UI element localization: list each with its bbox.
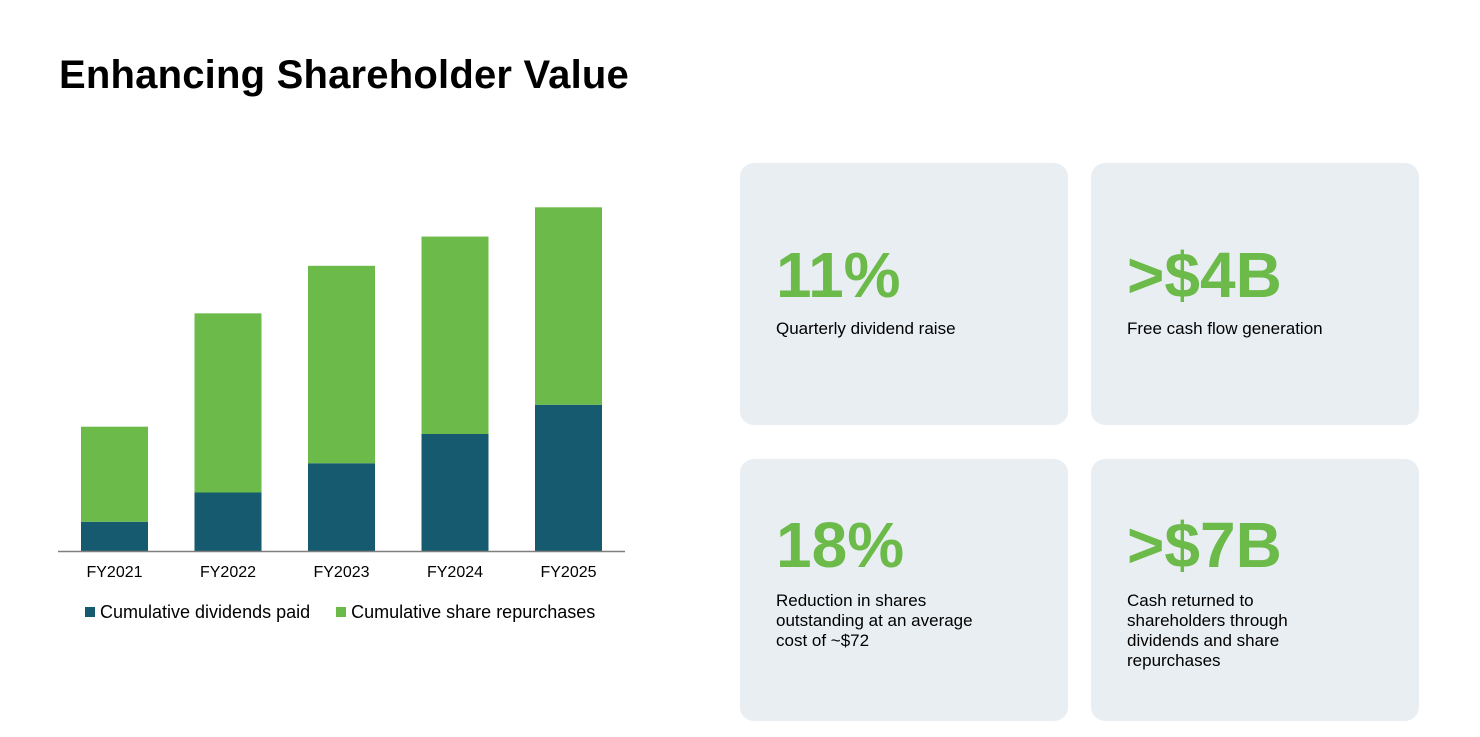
bar-dividends-fy2025 <box>535 404 602 551</box>
metric-value: 11% <box>776 239 901 311</box>
x-tick-label: FY2023 <box>313 564 369 581</box>
metric-value: >$4B <box>1127 239 1282 311</box>
bar-repurchases-fy2023 <box>308 265 375 464</box>
page-title: Enhancing Shareholder Value <box>59 53 629 97</box>
metric-value: 18% <box>776 509 905 581</box>
x-tick-label: FY2021 <box>86 564 142 581</box>
metric-card-share-reduction: 18% Reduction in shares outstanding at a… <box>740 459 1068 721</box>
legend-item-dividends: Cumulative dividends paid <box>85 601 310 623</box>
metric-description: Free cash flow generation <box>1127 319 1323 338</box>
legend-swatch-dividends <box>85 607 95 617</box>
stacked-bar-chart: FY2021 FY2022 FY2023 FY2024 FY2025 <box>40 200 640 640</box>
metric-value: >$7B <box>1127 509 1282 581</box>
bar-repurchases-fy2021 <box>81 426 148 522</box>
legend-swatch-repurchases <box>336 607 347 617</box>
bar-repurchases-fy2024 <box>421 236 489 434</box>
legend-item-repurchases: Cumulative share repurchases <box>336 601 595 623</box>
x-tick-label: FY2025 <box>540 564 596 581</box>
bar-repurchases-fy2022 <box>194 313 262 493</box>
bar-dividends-fy2024 <box>421 434 489 551</box>
metric-description: Cash returned to shareholders through di… <box>1127 591 1288 670</box>
legend-label-repurchases: Cumulative share repurchases <box>351 602 596 622</box>
bar-dividends-fy2022 <box>194 492 262 551</box>
x-tick-label: FY2022 <box>200 564 256 581</box>
bar-repurchases-fy2025 <box>535 207 602 405</box>
metric-description: Reduction in shares outstanding at an av… <box>776 591 973 650</box>
metric-card-cash-returned: >$7B Cash returned to shareholders throu… <box>1091 459 1419 721</box>
legend-label-dividends: Cumulative dividends paid <box>100 602 311 622</box>
chart-canvas: FY2021 FY2022 FY2023 FY2024 FY2025 <box>58 207 625 581</box>
metric-card-free-cash-flow: >$4B Free cash flow generation <box>1091 163 1419 425</box>
bar-dividends-fy2023 <box>308 463 375 551</box>
metric-card-dividend-raise: 11% Quarterly dividend raise <box>740 163 1068 425</box>
metric-description: Quarterly dividend raise <box>776 319 956 338</box>
x-tick-label: FY2024 <box>427 564 483 581</box>
bar-dividends-fy2021 <box>81 521 148 551</box>
chart-legend: Cumulative dividends paid Cumulative sha… <box>85 601 621 623</box>
